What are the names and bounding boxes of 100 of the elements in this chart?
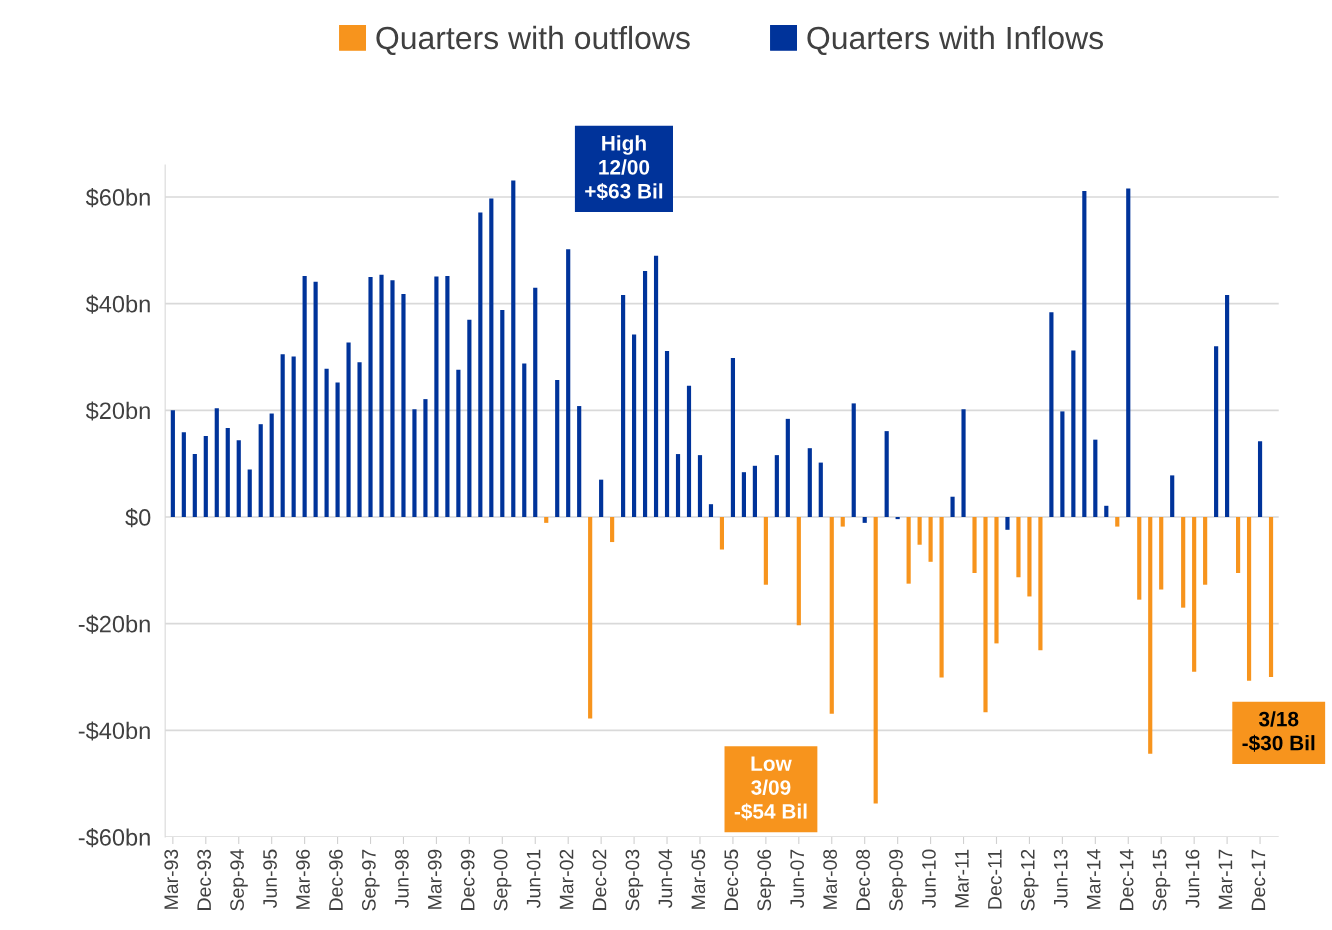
bar: [1268, 516, 1274, 677]
x-tick-label: Mar-99: [427, 849, 442, 909]
bar: [1203, 516, 1208, 585]
x-tick-label: Sep-97: [361, 849, 380, 911]
bar: [225, 427, 230, 517]
bar: [950, 496, 955, 517]
bar: [456, 369, 461, 517]
bar: [1093, 439, 1098, 517]
y-tick-label: -$40bn: [78, 721, 150, 741]
y-tick-label: -$20bn: [78, 614, 150, 634]
bar: [1027, 516, 1032, 597]
bar: [774, 455, 779, 517]
bar: [621, 295, 626, 517]
bar: [544, 516, 549, 523]
bar: [675, 454, 681, 517]
y-tick-label: $0: [125, 508, 151, 528]
bar: [1159, 516, 1164, 590]
x-tick-label: Sep-15: [1152, 849, 1171, 911]
bar: [357, 362, 362, 517]
bar: [467, 319, 472, 517]
bar: [335, 382, 340, 517]
bar: [1137, 516, 1142, 600]
bar: [379, 274, 384, 517]
x-tick-label: Dec-96: [329, 849, 343, 910]
bar: [1225, 295, 1230, 517]
x-tick-label: Mar-11: [955, 849, 969, 908]
bar: [280, 354, 285, 517]
bar: [730, 358, 736, 517]
bar: [752, 465, 757, 517]
bar: [917, 516, 922, 545]
y-tick-label: $20bn: [85, 401, 150, 421]
bar: [390, 280, 395, 517]
bar: [939, 516, 944, 678]
x-tick-label: Sep-06: [757, 849, 775, 911]
bar: [577, 406, 582, 517]
bar: [1049, 312, 1054, 517]
bar: [1038, 516, 1043, 651]
bar: [247, 469, 252, 517]
bar: [961, 409, 966, 517]
x-tick-label: Jun-95: [263, 849, 277, 908]
bar: [785, 418, 790, 517]
x-tick-label: Jun-13: [1053, 849, 1068, 908]
bar: [829, 516, 834, 714]
x-tick-label: Mar-14: [1086, 849, 1101, 909]
bar: [884, 431, 889, 517]
bar: [214, 408, 219, 517]
bar: [818, 462, 823, 517]
bar: [599, 479, 604, 517]
bar: [192, 454, 197, 517]
bar: [653, 255, 659, 517]
bar: [994, 516, 999, 644]
bar: [434, 276, 439, 517]
bar: [258, 424, 263, 517]
x-tick-label: Dec-99: [460, 849, 475, 910]
annotation: High 12/00 +$63 Bil: [585, 135, 663, 200]
bar: [708, 504, 714, 517]
bar: [423, 399, 428, 517]
bar: [302, 275, 307, 517]
x-tick-label: Jun-10: [922, 849, 936, 908]
bar: [181, 432, 186, 517]
bar: [686, 385, 692, 517]
x-tick-label: Mar-05: [691, 849, 706, 909]
x-tick-label: Dec-11: [988, 849, 1002, 909]
x-tick-label: Jun-01: [526, 849, 541, 908]
bar: [1016, 516, 1021, 578]
x-tick-label: Dec-93: [197, 849, 212, 910]
legend-label: Quarters with Inflows: [807, 25, 1103, 56]
bar: [555, 379, 560, 517]
bar: [972, 516, 977, 573]
annotation: 3/18 -$30 Bil: [1242, 711, 1315, 752]
bar: [1005, 516, 1010, 530]
bar: [401, 294, 406, 517]
bar: [983, 516, 988, 713]
bar: [324, 368, 329, 517]
bar: [346, 342, 351, 517]
x-tick-label: Jun-04: [658, 849, 673, 908]
bar: [170, 410, 175, 517]
bar: [1104, 505, 1109, 517]
x-tick-label: Dec-14: [1119, 849, 1134, 910]
annotation: Low 3/09 -$54 Bil: [734, 756, 807, 821]
bar: [741, 472, 746, 517]
x-tick-label: Jun-07: [790, 849, 805, 908]
bar: [862, 516, 867, 523]
x-tick-label: Mar-08: [823, 849, 837, 909]
bar: [1246, 516, 1252, 681]
x-tick-label: Sep-12: [1020, 849, 1039, 911]
bar: [1060, 411, 1065, 517]
bar: [1082, 191, 1087, 517]
bar: [906, 516, 911, 584]
bar: [796, 516, 801, 626]
bar: [1181, 516, 1186, 608]
bar: [719, 516, 725, 550]
bar: [588, 516, 593, 719]
bar: [1236, 516, 1241, 573]
x-tick-label: Sep-03: [625, 849, 644, 911]
bar: [1170, 475, 1175, 517]
bar: [763, 516, 768, 585]
bar: [478, 212, 483, 517]
bar: [533, 287, 538, 517]
bar: [807, 448, 812, 517]
